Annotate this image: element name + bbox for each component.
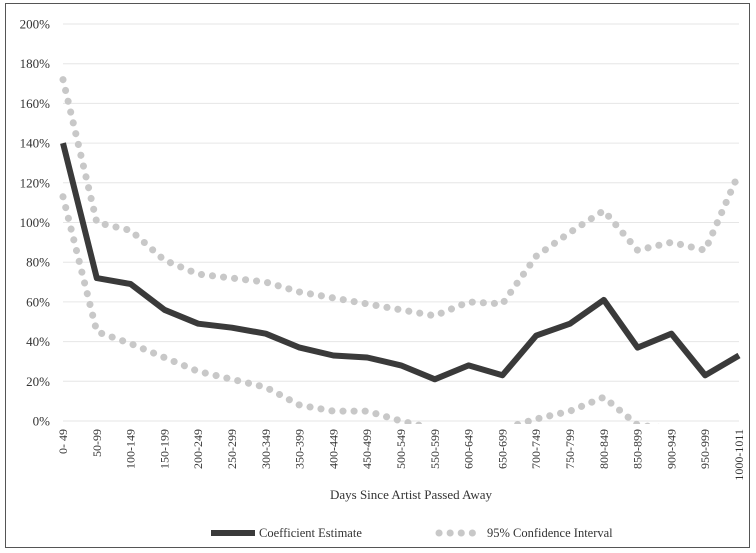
y-tick-label: 140% xyxy=(20,136,51,151)
x-tick-label: 300-349 xyxy=(259,429,273,469)
y-tick-label: 200% xyxy=(20,17,51,32)
x-tick-label: 700-749 xyxy=(529,429,543,469)
x-tick-label: 50-99 xyxy=(90,429,104,457)
y-tick-label: 60% xyxy=(26,294,50,309)
y-tick-label: 20% xyxy=(26,374,50,389)
x-tick-label: 250-299 xyxy=(225,429,239,469)
x-tick-label: 550-599 xyxy=(428,429,442,469)
x-tick-label: 350-399 xyxy=(293,429,307,469)
chart-frame: 0% 20% 40% 60% 80% 100% 120% 140% 160% 180% 200% 0… xyxy=(5,3,750,548)
x-tick-label: 1000-1011 xyxy=(732,429,746,481)
x-tick-label: 800-849 xyxy=(597,429,611,469)
x-tick-label: 150-199 xyxy=(157,429,171,469)
series-lines xyxy=(59,76,743,424)
x-tick-label: 100-149 xyxy=(124,429,138,469)
legend: Coefficient Estimate 95% Confidence Inter… xyxy=(211,526,613,540)
x-tick-label: 900-949 xyxy=(664,429,678,469)
y-tick-label: 120% xyxy=(20,175,51,190)
line-chart: 0% 20% 40% 60% 80% 100% 120% 140% 160% 180% 200% 0… xyxy=(20,17,746,541)
y-tick-label: 160% xyxy=(20,96,51,111)
x-tick-label: 950-999 xyxy=(698,429,712,469)
x-tick-label: 200-249 xyxy=(191,429,205,469)
x-tick-label: 600-649 xyxy=(462,429,476,469)
gridlines xyxy=(63,23,739,422)
x-axis-title: Days Since Artist Passed Away xyxy=(330,487,493,502)
y-tick-label: 180% xyxy=(20,56,51,71)
y-tick-label: 0% xyxy=(33,414,51,429)
confidence-interval-upper-line xyxy=(59,76,743,320)
y-tick-label: 100% xyxy=(20,215,51,230)
x-tick-label: 650-699 xyxy=(495,429,509,469)
legend-label: Coefficient Estimate xyxy=(259,526,362,540)
y-tick-label: 40% xyxy=(26,334,50,349)
confidence-interval-lower-line xyxy=(59,193,660,424)
x-tick-label: 450-499 xyxy=(360,429,374,469)
x-tick-label: 0- 49 xyxy=(56,429,70,454)
y-axis-ticks: 0% 20% 40% 60% 80% 100% 120% 140% 160% 180% 200% xyxy=(20,17,51,429)
x-tick-label: 750-799 xyxy=(563,429,577,469)
x-tick-label: 400-449 xyxy=(326,429,340,469)
x-tick-label: 500-549 xyxy=(394,429,408,469)
legend-label: 95% Confidence Interval xyxy=(487,526,613,540)
x-tick-label: 850-899 xyxy=(631,429,645,469)
coefficient-estimate-line xyxy=(60,142,741,383)
x-axis-ticks: 0- 49 50-99 100-149 150-199 200-249 250-299 30… xyxy=(56,429,746,481)
y-tick-label: 80% xyxy=(26,255,50,270)
